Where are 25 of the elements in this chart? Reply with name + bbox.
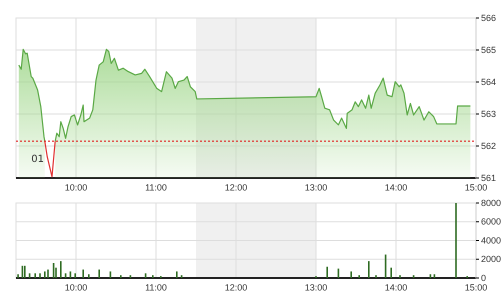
y-tick-label: 2000	[481, 254, 501, 264]
y-tick-label: 564	[481, 76, 496, 87]
y-tick-label: 563	[481, 108, 496, 119]
x-tick-label: 12:00	[224, 182, 248, 192]
x-tick-label: 13:00	[304, 182, 328, 192]
line-series	[44, 140, 56, 178]
y-tick-label: 4000	[481, 235, 501, 246]
annotation: 01	[31, 154, 44, 165]
x-tick-label: 11:00	[145, 282, 167, 292]
x-tick-label: 13:00	[304, 282, 328, 292]
x-tick-label: 14:00	[384, 282, 408, 292]
y-tick-label: 566	[481, 12, 496, 23]
x-tick-label: 12:00	[224, 282, 248, 292]
x-tick-label: 14:00	[384, 182, 408, 192]
y-tick-label: 6000	[481, 216, 501, 227]
y-tick-label: 565	[481, 44, 496, 55]
y-tick-label: 8000	[481, 198, 501, 208]
x-tick-label: 15:00	[464, 282, 488, 292]
y-tick-label: 561	[481, 172, 496, 183]
x-tick-label: 11:00	[145, 182, 167, 192]
y-tick-label: 562	[481, 140, 496, 151]
x-tick-label: 15:00	[464, 182, 488, 192]
y-tick-label: 0	[481, 272, 486, 283]
x-tick-label: 10:00	[64, 282, 88, 292]
x-tick-label: 10:00	[64, 182, 88, 192]
